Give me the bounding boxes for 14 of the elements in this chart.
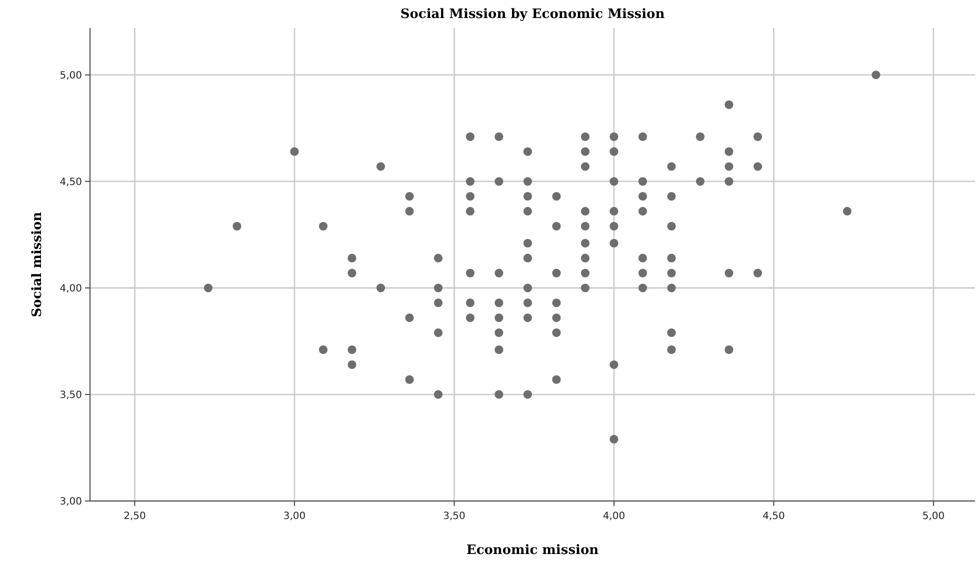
y-tick-label: 4,00 [60,283,82,294]
y-tick-label: 4,50 [60,176,82,188]
y-tick-label: 3,50 [60,390,82,401]
x-axis-title: Economic mission [466,543,600,558]
x-tick-label: 3,50 [443,511,466,522]
x-tick-label: 4,50 [762,511,785,522]
x-tick-label: 5,00 [922,511,945,522]
x-tick-label: 3,00 [283,511,306,522]
chart-title: Social Mission by Economic Mission [400,7,666,22]
y-tick-label: 3,00 [60,496,82,508]
y-axis-title: Social mission [30,211,45,318]
x-tick-label: 2,50 [124,511,146,522]
y-tick-label: 5,00 [60,70,82,82]
x-tick-label: 4,00 [602,511,626,522]
